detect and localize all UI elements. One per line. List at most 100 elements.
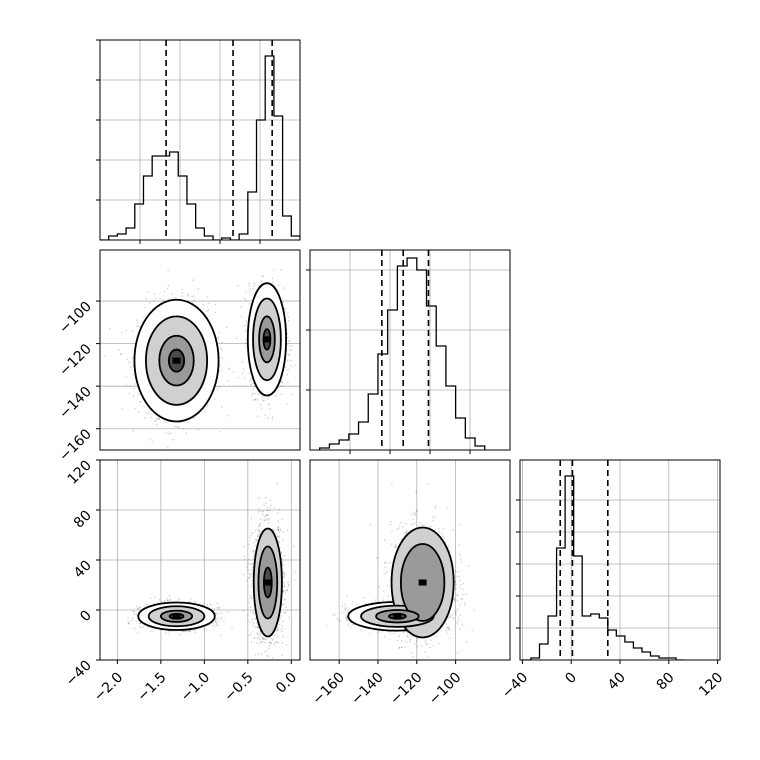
param-0-vs-param-1-point [197,288,200,290]
param-0-vs-param-2-point [139,607,141,609]
param-0-vs-param-2-point [256,633,259,636]
param-0-vs-param-1-point [291,345,293,348]
param-0-vs-param-2-point [285,606,287,608]
param-0-vs-param-1-point [221,406,223,408]
param-0-vs-param-2-point [280,615,283,617]
param-0-vs-param-2-point [269,506,272,509]
param-0-vs-param-2-point [248,558,250,561]
param-0-vs-param-1-point [137,321,139,324]
param-1-histogram-grid [310,250,510,450]
param-0-vs-param-1-point [216,388,219,391]
param-0-vs-param-2-point [281,654,283,657]
param-0-vs-param-2-point [265,515,268,517]
param-0-vs-param-2-point [149,597,152,600]
param-0-vs-param-1-point [271,277,274,280]
param-0-vs-param-1-point [290,349,293,352]
param-0-vs-param-2-point [147,603,150,605]
param-0-vs-param-1-point [290,365,293,367]
param-0-vs-param-2-point [279,617,281,619]
param-0-vs-param-2-point [168,599,171,601]
param-0-vs-param-1-point [261,395,264,398]
param-0-vs-param-2-point [265,649,268,652]
param-0-vs-param-2-point [136,608,139,610]
param-0-vs-param-1-point [261,399,264,401]
param-0-vs-param-2-point [212,625,215,627]
param-0-vs-param-1-point [277,284,280,287]
param-0-vs-param-2-point [214,620,217,623]
param-0-vs-param-1-point [135,319,138,321]
param-0-vs-param-1-point [143,417,146,419]
param-0-vs-param-2-plot [127,482,297,659]
param-0-vs-param-2-point [135,612,137,615]
param-0-histogram-grid [100,40,300,240]
param-0-vs-param-1-point [286,332,289,335]
param-0-vs-param-1-point [220,369,223,371]
param-0-vs-param-1-point [263,399,265,402]
param-0-vs-param-2-point [165,598,168,600]
param-0-vs-param-2-point [217,619,220,622]
param-0-vs-param-1-point [162,299,164,301]
param-0-vs-param-1-point [167,269,169,271]
param-0-vs-param-2-point [213,608,216,610]
param-0-vs-param-1-point [218,332,220,334]
param-0-vs-param-2-point [216,602,219,604]
param-0-vs-param-1-plot [103,268,297,449]
param-0-vs-param-2-point [260,530,262,533]
param-0-vs-param-1-point [236,337,238,340]
param-0-vs-param-2-point [218,606,221,609]
param-0-vs-param-2-point [256,637,259,639]
param-0-vs-param-2-point [127,621,130,623]
param-0-vs-param-1-point [240,315,243,318]
param-0-vs-param-1-point [149,302,151,304]
param-0-vs-param-2-point [178,598,181,600]
param-0-vs-param-2-point [168,630,170,632]
param-0-vs-param-1-point [284,366,287,368]
param-0-vs-param-1-point [248,284,250,287]
param-0-vs-param-1-point [273,269,275,271]
param-0-vs-param-2-point [223,620,225,622]
param-0-vs-param-2-point [249,563,252,566]
param-0-vs-param-1-point [267,397,269,400]
param-0-vs-param-2-point [278,623,281,626]
param-0-vs-param-1-point [207,302,210,305]
param-0-vs-param-1-point [287,369,289,371]
param-0-vs-param-2-point [247,569,249,571]
param-0-vs-param-1-point [167,421,169,424]
param-0-vs-param-2-point [248,634,250,637]
param-0-vs-param-2-point [136,632,139,634]
param-0-vs-param-2-point [260,641,262,644]
param-0-vs-param-2-point [128,622,130,625]
param-0-vs-param-1-point [149,410,151,412]
param-0-vs-param-1-point [192,279,194,281]
param-0-vs-param-1-point [275,395,277,397]
param-0-vs-param-2-point [136,605,138,608]
param-0-vs-param-2-point [250,641,253,643]
param-0-vs-param-2-point [253,541,255,544]
param-0-vs-param-2-point [215,624,218,626]
param-0-vs-param-2-point [277,528,279,530]
param-0-vs-param-2-point [209,603,212,606]
param-0-vs-param-2-point [194,631,196,634]
param-0-vs-param-1-point [244,377,246,380]
param-0-vs-param-2-point [217,624,219,627]
param-0-vs-param-2-point [220,634,222,636]
param-0-vs-param-1-point [125,384,127,387]
param-0-vs-param-1-point [154,419,157,422]
param-0-vs-param-1-point [228,367,231,370]
param-0-vs-param-2-point [141,626,144,629]
param-0-vs-param-1-point [289,349,291,351]
param-0-vs-param-1-point [259,404,262,406]
param-0-vs-param-2-point [267,519,270,521]
param-0-vs-param-1-point [264,414,267,417]
param-0-vs-param-2-point [250,517,253,519]
param-0-vs-param-2-point [250,597,252,600]
param-0-vs-param-2-point [263,651,266,653]
param-0-vs-param-2-point [139,626,141,628]
param-0-vs-param-1-point [214,303,216,306]
param-0-vs-param-1-point [158,417,160,419]
param-0-vs-param-1-point [120,353,122,355]
param-0-vs-param-2-point [243,555,246,557]
param-0-vs-param-2-point [274,633,276,636]
param-0-vs-param-2-point [212,622,214,625]
param-0-vs-param-1-point [287,343,289,345]
